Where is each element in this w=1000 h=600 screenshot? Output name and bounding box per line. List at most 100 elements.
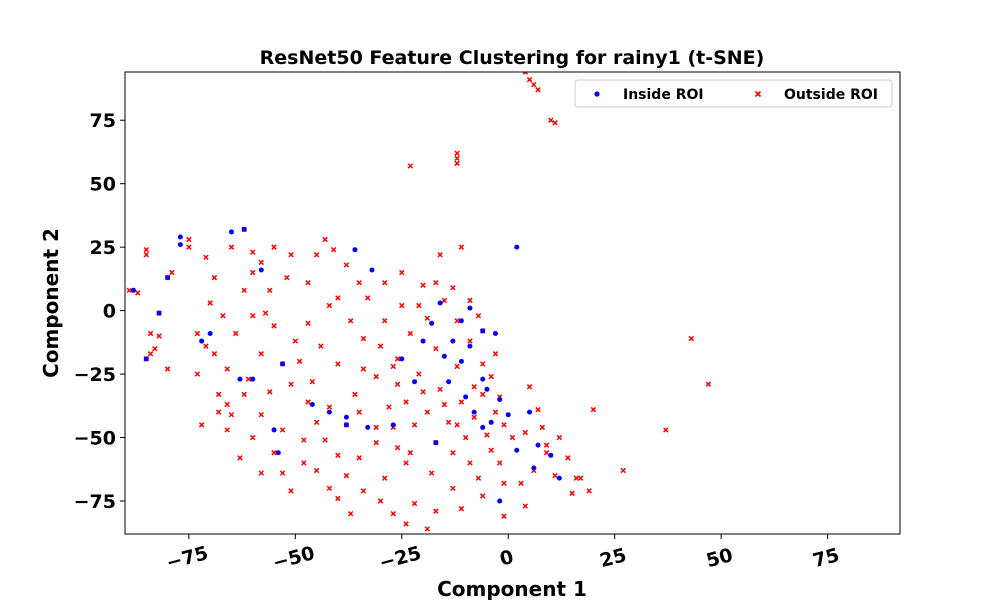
point-outside-roi	[279, 470, 286, 476]
point-outside-roi	[488, 447, 494, 453]
point-outside-roi	[394, 444, 401, 451]
point-outside-roi	[484, 432, 490, 438]
point-outside-roi	[454, 150, 460, 156]
point-inside-roi	[514, 244, 520, 250]
point-outside-roi	[186, 244, 192, 250]
point-outside-roi	[211, 351, 218, 357]
point-outside-roi	[335, 361, 341, 367]
point-inside-roi	[446, 379, 452, 385]
point-outside-roi	[237, 455, 243, 461]
point-outside-roi	[501, 480, 507, 486]
point-outside-roi	[492, 409, 499, 415]
point-outside-roi	[509, 434, 516, 441]
y-tick-label: 50	[90, 174, 116, 196]
x-tick-label: −25	[377, 542, 424, 574]
point-outside-roi	[194, 330, 201, 337]
point-outside-roi	[573, 475, 580, 481]
point-outside-roi	[267, 287, 273, 294]
point-outside-roi	[147, 351, 154, 357]
point-inside-roi	[228, 229, 234, 235]
point-outside-roi	[586, 488, 592, 494]
point-inside-roi	[450, 338, 456, 344]
point-outside-roi	[232, 330, 239, 337]
point-inside-roi	[250, 376, 256, 382]
point-outside-roi	[411, 422, 418, 428]
point-outside-roi	[458, 505, 465, 512]
point-outside-roi	[433, 345, 439, 352]
point-outside-roi	[313, 419, 320, 426]
point-outside-roi	[360, 335, 367, 342]
point-outside-roi	[450, 285, 456, 291]
point-outside-roi	[522, 503, 529, 509]
point-inside-roi	[143, 356, 149, 362]
point-outside-roi	[424, 315, 431, 321]
point-inside-roi	[480, 328, 486, 334]
point-outside-roi	[292, 338, 299, 344]
point-outside-roi	[386, 404, 392, 410]
point-outside-roi	[522, 429, 529, 436]
point-outside-roi	[526, 384, 533, 390]
point-outside-roi	[356, 279, 362, 286]
point-outside-roi	[382, 279, 388, 286]
point-outside-roi	[501, 513, 507, 519]
point-outside-roi	[577, 475, 584, 481]
point-outside-roi	[156, 333, 162, 339]
point-outside-roi	[305, 279, 311, 286]
point-inside-roi	[514, 447, 520, 453]
y-tick-label: 75	[90, 110, 116, 132]
point-outside-roi	[518, 480, 524, 486]
point-outside-roi	[301, 460, 307, 466]
point-outside-roi	[590, 406, 597, 413]
point-outside-roi	[552, 472, 558, 479]
point-outside-roi	[288, 381, 294, 387]
point-outside-roi	[360, 488, 367, 494]
y-tick-label: −75	[74, 491, 116, 513]
point-outside-roi	[467, 297, 473, 304]
plot-frame	[124, 71, 901, 535]
point-inside-roi	[412, 379, 418, 385]
point-outside-roi	[215, 391, 222, 398]
point-inside-roi	[463, 394, 469, 400]
point-inside-roi	[390, 422, 396, 428]
x-tick-label: −50	[270, 542, 317, 574]
point-outside-roi	[479, 493, 486, 499]
point-outside-roi	[471, 384, 477, 390]
points-layer	[126, 72, 712, 532]
x-tick-label: 75	[810, 544, 841, 572]
point-outside-roi	[347, 318, 354, 324]
point-outside-roi	[241, 287, 247, 294]
point-outside-roi	[475, 475, 482, 481]
point-outside-roi	[356, 409, 362, 415]
y-tick-label: −50	[74, 428, 116, 450]
point-inside-roi	[199, 338, 205, 344]
point-outside-roi	[301, 437, 307, 443]
point-inside-roi	[437, 300, 443, 306]
point-inside-roi	[131, 287, 137, 293]
point-inside-roi	[352, 247, 358, 253]
y-tick-label: 25	[90, 237, 116, 259]
point-outside-roi	[467, 460, 473, 466]
point-outside-roi	[326, 302, 333, 309]
point-outside-roi	[437, 386, 443, 393]
point-inside-roi	[484, 386, 490, 392]
point-outside-roi	[245, 376, 252, 382]
point-outside-roi	[250, 312, 256, 319]
point-outside-roi	[335, 495, 341, 502]
point-outside-roi	[416, 302, 422, 309]
point-outside-roi	[258, 259, 264, 266]
point-outside-roi	[535, 406, 541, 413]
point-outside-roi	[186, 236, 192, 243]
point-inside-roi	[399, 356, 405, 362]
point-outside-roi	[343, 472, 350, 479]
point-inside-roi	[488, 419, 494, 425]
point-outside-roi	[454, 422, 460, 428]
point-outside-roi	[492, 351, 499, 357]
point-outside-roi	[543, 442, 550, 448]
x-tick-label: 0	[497, 546, 515, 571]
point-outside-roi	[241, 391, 247, 398]
point-outside-roi	[224, 366, 230, 372]
x-tick-label: 50	[704, 544, 735, 572]
point-outside-roi	[535, 87, 541, 93]
y-axis: −75 −50 −25 0 25 50 75	[74, 110, 125, 513]
